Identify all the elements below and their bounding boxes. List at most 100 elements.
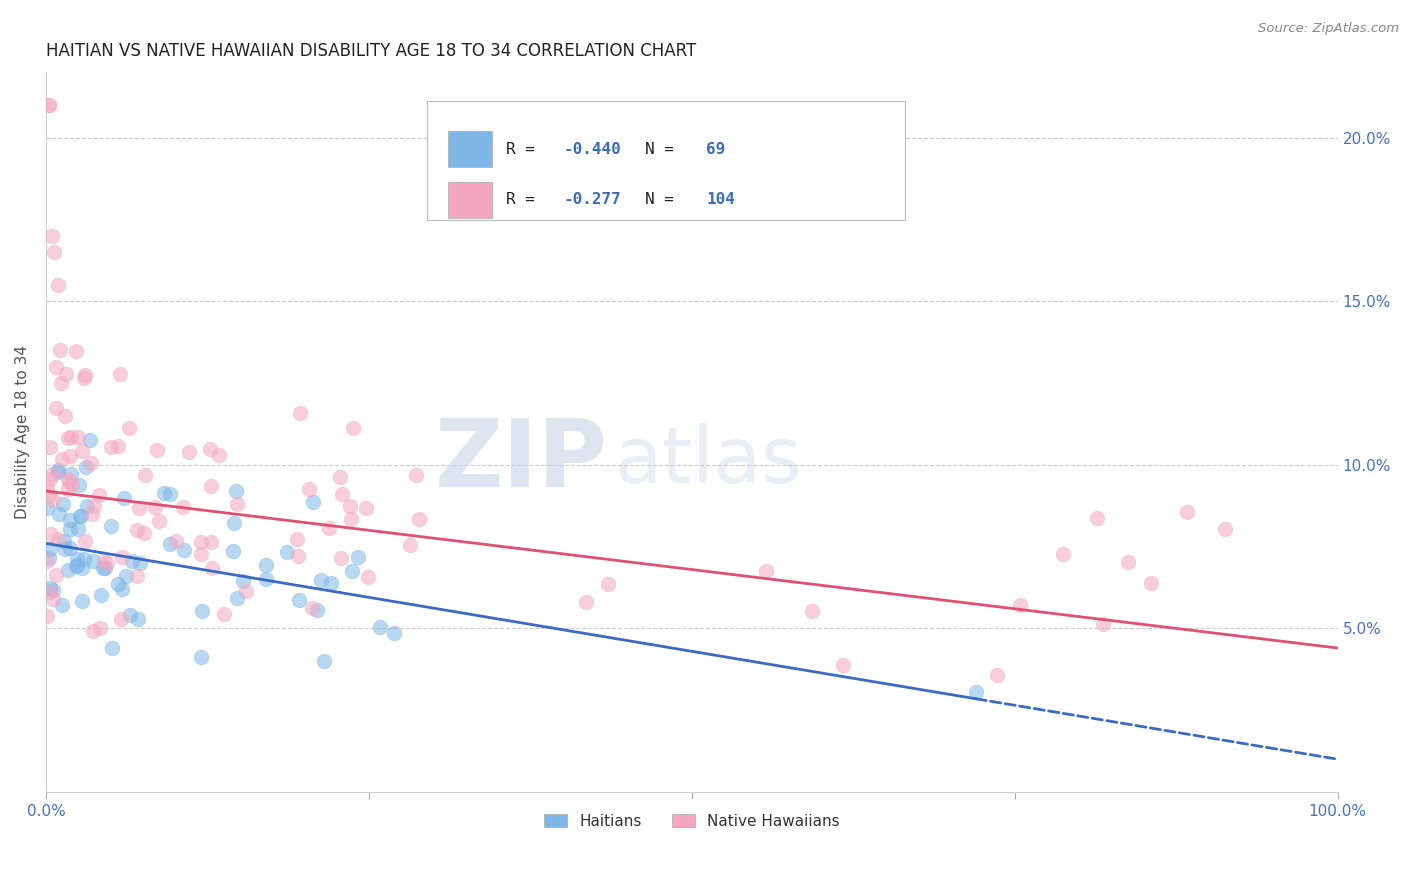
Haitians bbox=[129, 556, 152, 570]
Haitians bbox=[121, 554, 143, 568]
Native Hawaiians bbox=[330, 487, 353, 501]
Text: 104: 104 bbox=[706, 192, 735, 207]
Haitians bbox=[73, 552, 96, 566]
Native Hawaiians bbox=[405, 467, 427, 482]
Haitians bbox=[70, 561, 93, 575]
Text: ZIP: ZIP bbox=[434, 415, 607, 507]
Native Hawaiians bbox=[118, 421, 141, 435]
Haitians bbox=[384, 626, 406, 640]
Native Hawaiians bbox=[59, 449, 82, 463]
Native Hawaiians bbox=[38, 440, 60, 454]
Native Hawaiians bbox=[39, 472, 62, 486]
Native Hawaiians bbox=[801, 604, 824, 618]
Haitians bbox=[965, 685, 987, 699]
Haitians bbox=[302, 495, 325, 509]
Haitians bbox=[82, 554, 104, 568]
Native Hawaiians bbox=[1116, 555, 1139, 569]
Native Hawaiians bbox=[235, 583, 257, 598]
Native Hawaiians bbox=[45, 359, 67, 374]
Native Hawaiians bbox=[190, 535, 212, 549]
Haitians bbox=[91, 560, 114, 574]
Native Hawaiians bbox=[100, 440, 122, 454]
Native Hawaiians bbox=[46, 278, 69, 293]
Native Hawaiians bbox=[73, 368, 96, 382]
Text: N =: N = bbox=[645, 142, 683, 157]
Native Hawaiians bbox=[165, 534, 187, 549]
Haitians bbox=[42, 582, 65, 597]
FancyBboxPatch shape bbox=[427, 101, 905, 220]
Haitians bbox=[58, 563, 80, 577]
Haitians bbox=[159, 537, 181, 551]
Native Hawaiians bbox=[108, 367, 131, 381]
FancyBboxPatch shape bbox=[447, 182, 492, 218]
Haitians bbox=[58, 541, 80, 555]
Haitians bbox=[38, 581, 60, 595]
Native Hawaiians bbox=[73, 371, 96, 385]
Haitians bbox=[314, 654, 336, 668]
Haitians bbox=[66, 558, 89, 573]
Native Hawaiians bbox=[301, 601, 323, 615]
Haitians bbox=[153, 486, 176, 500]
Native Hawaiians bbox=[200, 535, 222, 549]
Native Hawaiians bbox=[214, 607, 236, 622]
Native Hawaiians bbox=[201, 561, 224, 575]
Native Hawaiians bbox=[132, 526, 155, 541]
Text: R =: R = bbox=[506, 192, 544, 207]
Haitians bbox=[107, 577, 129, 591]
Native Hawaiians bbox=[134, 467, 156, 482]
Haitians bbox=[46, 463, 69, 477]
Haitians bbox=[307, 603, 329, 617]
Native Hawaiians bbox=[73, 533, 96, 548]
Native Hawaiians bbox=[89, 621, 111, 635]
Native Hawaiians bbox=[59, 430, 82, 444]
Native Hawaiians bbox=[42, 592, 65, 607]
Native Hawaiians bbox=[38, 98, 60, 112]
Haitians bbox=[37, 500, 59, 515]
Native Hawaiians bbox=[399, 538, 422, 552]
Native Hawaiians bbox=[51, 376, 73, 391]
Native Hawaiians bbox=[575, 595, 598, 609]
Native Hawaiians bbox=[148, 514, 170, 528]
Native Hawaiians bbox=[1213, 522, 1236, 536]
Native Hawaiians bbox=[65, 343, 87, 358]
Text: 69: 69 bbox=[706, 142, 725, 157]
Native Hawaiians bbox=[53, 409, 76, 423]
Native Hawaiians bbox=[342, 420, 364, 434]
FancyBboxPatch shape bbox=[447, 131, 492, 168]
Haitians bbox=[112, 491, 135, 505]
Native Hawaiians bbox=[46, 532, 69, 546]
Haitians bbox=[368, 620, 391, 634]
Haitians bbox=[254, 558, 277, 573]
Haitians bbox=[66, 523, 89, 537]
Haitians bbox=[69, 508, 91, 523]
Haitians bbox=[288, 592, 311, 607]
Native Hawaiians bbox=[96, 557, 118, 571]
Native Hawaiians bbox=[80, 507, 103, 521]
Haitians bbox=[65, 559, 87, 574]
Haitians bbox=[55, 542, 77, 557]
Haitians bbox=[276, 545, 298, 559]
Native Hawaiians bbox=[1140, 575, 1163, 590]
Native Hawaiians bbox=[45, 568, 67, 582]
Native Hawaiians bbox=[190, 547, 212, 561]
Native Hawaiians bbox=[58, 482, 80, 496]
Haitians bbox=[115, 569, 138, 583]
Text: R =: R = bbox=[506, 142, 544, 157]
Legend: Haitians, Native Hawaiians: Haitians, Native Hawaiians bbox=[538, 807, 846, 835]
Native Hawaiians bbox=[1175, 505, 1198, 519]
Haitians bbox=[93, 561, 115, 575]
Native Hawaiians bbox=[93, 554, 115, 568]
Native Hawaiians bbox=[288, 406, 311, 420]
Native Hawaiians bbox=[298, 483, 321, 497]
Native Hawaiians bbox=[110, 612, 132, 626]
Haitians bbox=[66, 552, 89, 566]
Haitians bbox=[59, 514, 82, 528]
Native Hawaiians bbox=[329, 469, 352, 483]
Native Hawaiians bbox=[45, 401, 67, 415]
Haitians bbox=[232, 574, 254, 589]
Native Hawaiians bbox=[37, 554, 59, 568]
Haitians bbox=[67, 478, 90, 492]
Haitians bbox=[127, 612, 149, 626]
Haitians bbox=[226, 591, 249, 605]
Native Hawaiians bbox=[80, 456, 103, 470]
